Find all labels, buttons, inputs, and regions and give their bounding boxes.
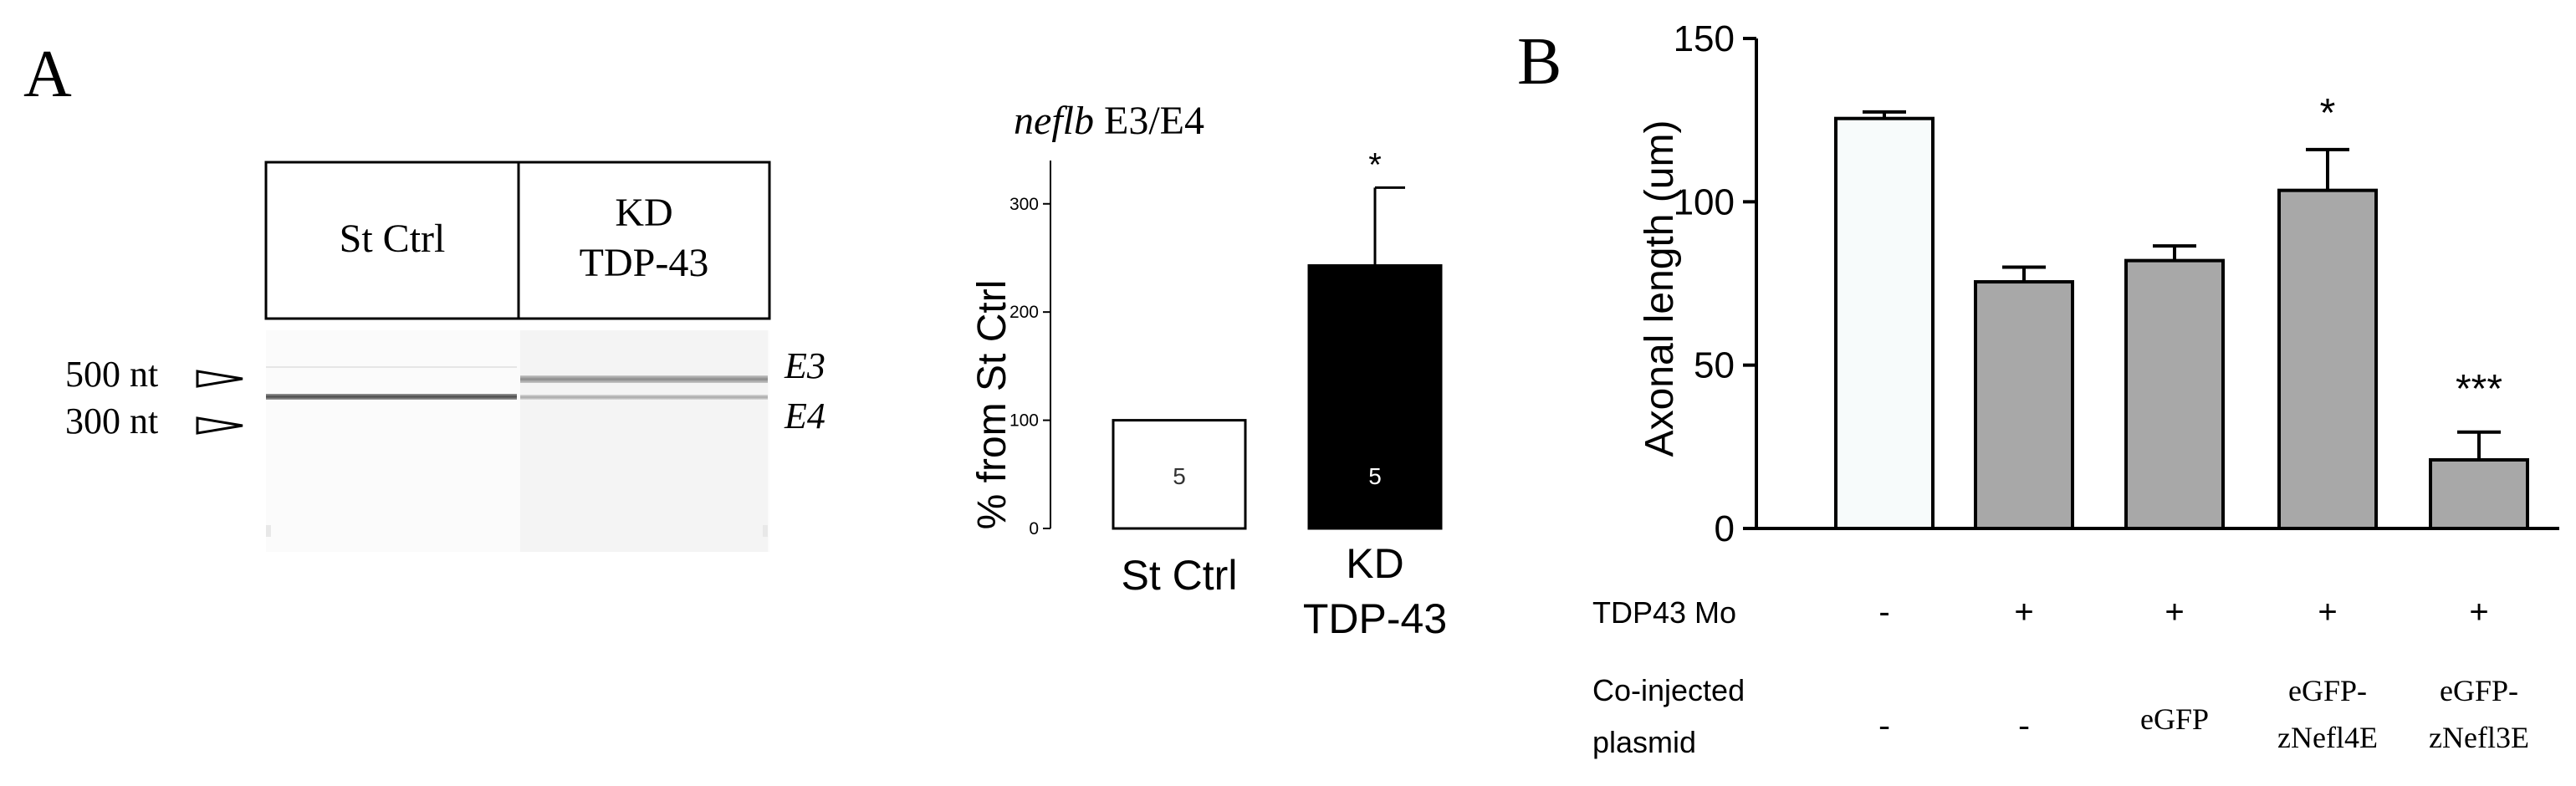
chart-a-category-label: TDP-43 bbox=[1303, 595, 1447, 642]
chart-a-marks: 5 5 * bbox=[1112, 146, 1443, 530]
morpholino-cell: - bbox=[1878, 594, 1889, 630]
marker-300nt-arrow-icon bbox=[196, 416, 243, 435]
chart-b-bar bbox=[1834, 116, 1935, 530]
marker-500nt-arrow-icon bbox=[196, 370, 243, 388]
chart-b-bar bbox=[2124, 258, 2225, 530]
plasmid-cell: eGFP bbox=[2140, 702, 2209, 736]
lane-label-kd-line1: KD bbox=[615, 191, 672, 235]
chart-b-significance: * bbox=[2320, 91, 2336, 135]
chart-a-title: neflb E3/E4 bbox=[1014, 99, 1204, 143]
chart-b-ytick-label: 150 bbox=[1674, 18, 1735, 59]
chart-b-significance: *** bbox=[2456, 367, 2502, 411]
morpholino-cell: + bbox=[2318, 594, 2337, 630]
marker-300nt-label: 300 nt bbox=[65, 401, 158, 441]
chart-b-ylabel: Axonal length (um) bbox=[1638, 120, 1682, 457]
gel-image bbox=[266, 330, 769, 552]
chart-b-ytick-label: 100 bbox=[1674, 181, 1735, 222]
row-label-plasmid-line2: plasmid bbox=[1592, 725, 1696, 759]
chart-a-ytick-label: 0 bbox=[1029, 519, 1039, 538]
chart-a-title-rest: E3/E4 bbox=[1094, 99, 1204, 143]
chart-a-y-axis: 0 100 200 300 bbox=[1009, 161, 1051, 538]
chart-b-ytick-label: 0 bbox=[1715, 508, 1735, 549]
lane-label-kd-line2: TDP-43 bbox=[580, 241, 709, 285]
gel-lane1-top-line bbox=[266, 366, 517, 368]
morpholino-cell: + bbox=[2014, 594, 2033, 630]
lane-label-st-ctrl: St Ctrl bbox=[340, 217, 446, 261]
chart-a-n-label: 5 bbox=[1368, 463, 1382, 489]
chart-a-ytick-label: 200 bbox=[1009, 303, 1039, 322]
plasmid-cell: eGFP- bbox=[2288, 674, 2367, 707]
gel-band-lane2-e4 bbox=[520, 395, 768, 400]
chart-a-n-label: 5 bbox=[1173, 463, 1186, 489]
chart-a-ytick-label: 100 bbox=[1009, 411, 1039, 431]
chart-a-title-gene: neflb bbox=[1014, 99, 1094, 143]
morpholino-cell: + bbox=[2469, 594, 2488, 630]
chart-a-ytick-label: 300 bbox=[1009, 195, 1039, 214]
chart-b-marks: **** bbox=[1834, 91, 2529, 531]
chart-a-x-axis: St Ctrl KD TDP-43 bbox=[1122, 540, 1448, 642]
gel-band-lane1-e4 bbox=[266, 394, 517, 400]
size-markers: 500 nt 300 nt bbox=[65, 354, 243, 441]
plasmid-cell: eGFP- bbox=[2440, 674, 2518, 707]
chart-a-category-label: KD bbox=[1346, 540, 1403, 587]
gel-lane-labels: St Ctrl KD TDP-43 bbox=[264, 161, 771, 320]
lane-label-box-2 bbox=[517, 161, 771, 320]
isoform-e4-label: E4 bbox=[784, 396, 825, 436]
panel-a: A St Ctrl KD TDP-43 500 nt 300 nt E3 E4 bbox=[23, 38, 825, 552]
plasmid-cell: - bbox=[2018, 706, 2029, 743]
chart-a-category-label: St Ctrl bbox=[1122, 552, 1238, 599]
chart-a-significance: * bbox=[1368, 146, 1382, 183]
chart-b-y-axis: 0 50 100 150 bbox=[1674, 18, 2559, 549]
row-label-plasmid-line1: Co-injected bbox=[1592, 673, 1745, 707]
chart-b-bar bbox=[2277, 188, 2378, 530]
plasmid-cell: zNefl3E bbox=[2429, 721, 2529, 754]
plasmid-cell: - bbox=[1878, 706, 1889, 743]
panel-b-letter: B bbox=[1517, 25, 1561, 99]
gel-bottom-speck-right bbox=[763, 525, 768, 537]
marker-500nt-label: 500 nt bbox=[65, 354, 158, 395]
gel-lane2-shade bbox=[520, 330, 768, 552]
plasmid-cell: zNefl4E bbox=[2277, 721, 2378, 754]
morpholino-cell: + bbox=[2165, 594, 2184, 630]
gel-bottom-speck-left bbox=[266, 525, 271, 537]
chart-a-ylabel: % from St Ctrl bbox=[970, 280, 1015, 530]
chart-b-bar bbox=[2429, 457, 2529, 531]
chart-b-bar bbox=[1974, 280, 2074, 530]
row-label-morpholino: TDP43 Mo bbox=[1592, 595, 1736, 630]
gel-band-lane2-e3 bbox=[520, 375, 768, 383]
condition-table: - + + + + - - eGFP eGFP-zNefl4E eGFP-zNefl3E bbox=[1878, 594, 2529, 754]
chart-b-ytick-label: 50 bbox=[1694, 345, 1735, 386]
chart-a-bar bbox=[1307, 264, 1443, 530]
panel-a-letter: A bbox=[23, 38, 72, 111]
chart-a-bar bbox=[1112, 419, 1247, 530]
isoform-e3-label: E3 bbox=[784, 345, 825, 386]
